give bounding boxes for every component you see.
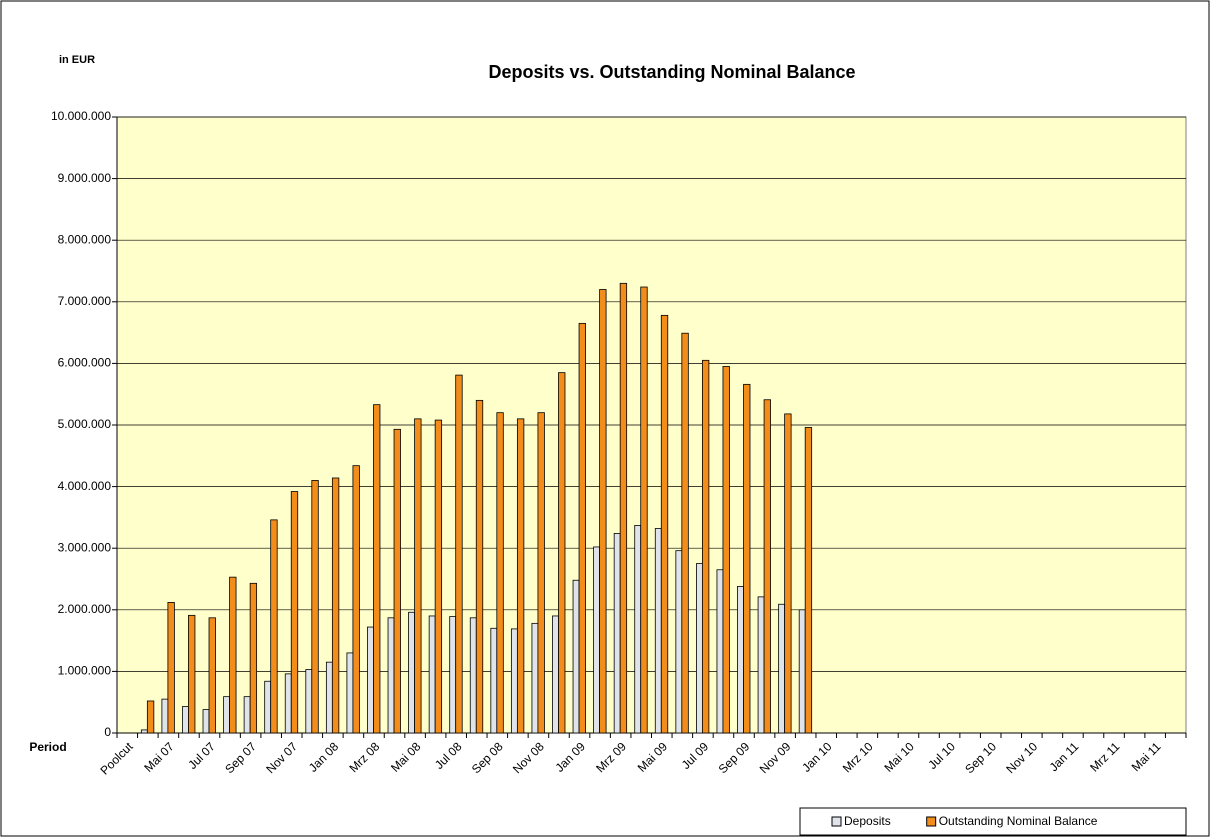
y-tick-label: 5.000.000: [58, 417, 112, 431]
legend-swatch: [831, 816, 842, 827]
bar: [675, 550, 683, 734]
bar: [373, 404, 381, 734]
bar: [346, 652, 354, 734]
y-tick-label: 9.000.000: [58, 171, 112, 185]
bar: [249, 582, 258, 734]
bar: [722, 366, 730, 734]
legend-box: [799, 807, 1187, 836]
bar: [475, 399, 484, 734]
bar: [634, 525, 642, 734]
bar: [490, 627, 498, 734]
bar: [305, 669, 313, 734]
bar: [455, 374, 463, 734]
bar: [270, 519, 278, 734]
bar: [640, 286, 648, 734]
bar: [284, 673, 292, 734]
bar: [578, 322, 586, 734]
y-tick-label: 7.000.000: [58, 294, 112, 308]
bar: [387, 617, 395, 734]
bar: [552, 615, 559, 734]
bar: [654, 528, 662, 734]
bar: [243, 696, 251, 734]
bar: [290, 491, 299, 734]
y-axis-label: in EUR: [59, 54, 95, 66]
bar: [531, 622, 539, 734]
bar: [537, 412, 545, 734]
bar: [558, 372, 566, 734]
bar: [763, 399, 771, 734]
bar: [778, 603, 786, 734]
bar: [393, 428, 401, 734]
bar: [161, 698, 169, 734]
bar: [804, 427, 813, 734]
legend-label: Deposits: [844, 814, 891, 828]
bar: [757, 596, 765, 734]
bar: [660, 314, 669, 734]
bar: [202, 709, 210, 734]
bar: [428, 615, 436, 734]
legend-label: Outstanding Nominal Balance: [939, 814, 1098, 828]
bar: [325, 661, 333, 734]
bar: [681, 332, 689, 734]
x-axis-label: Period: [29, 740, 66, 754]
y-tick-label: 0: [104, 725, 111, 739]
bar: [311, 480, 319, 734]
bar: [146, 700, 155, 734]
bar: [434, 419, 443, 734]
bar: [593, 546, 601, 734]
bar: [352, 465, 360, 734]
bar: [408, 611, 415, 734]
bar: [572, 579, 580, 734]
bar: [223, 696, 230, 734]
bar: [516, 418, 525, 734]
bar: [449, 616, 457, 734]
bar: [798, 609, 806, 734]
legend-swatch: [926, 816, 937, 827]
bar: [716, 569, 724, 734]
bar: [784, 413, 792, 734]
bar: [140, 729, 148, 734]
bar: [701, 359, 710, 734]
chart-title: Deposits vs. Outstanding Nominal Balance: [488, 62, 855, 82]
bar: [229, 576, 237, 734]
bar: [737, 585, 744, 734]
bar: [264, 680, 272, 734]
bar: [510, 628, 518, 734]
bar: [613, 533, 621, 734]
bar: [414, 418, 422, 734]
bar: [208, 617, 216, 734]
y-tick-label: 1.000.000: [58, 664, 112, 678]
bar: [188, 614, 196, 734]
bar: [367, 626, 374, 734]
y-tick-label: 8.000.000: [58, 232, 112, 246]
y-tick-label: 2.000.000: [58, 602, 112, 616]
bar: [599, 289, 607, 734]
y-tick-label: 6.000.000: [58, 356, 112, 370]
bar: [331, 477, 340, 734]
bar: [469, 617, 477, 734]
bar: [182, 706, 189, 734]
y-tick-label: 4.000.000: [58, 479, 112, 493]
bar: [619, 282, 628, 734]
y-tick-label: 3.000.000: [58, 540, 112, 554]
bar: [167, 602, 175, 734]
bar: [496, 412, 504, 734]
bar: [743, 383, 751, 734]
bar: [695, 563, 703, 734]
y-tick-label: 10.000.000: [51, 109, 111, 123]
